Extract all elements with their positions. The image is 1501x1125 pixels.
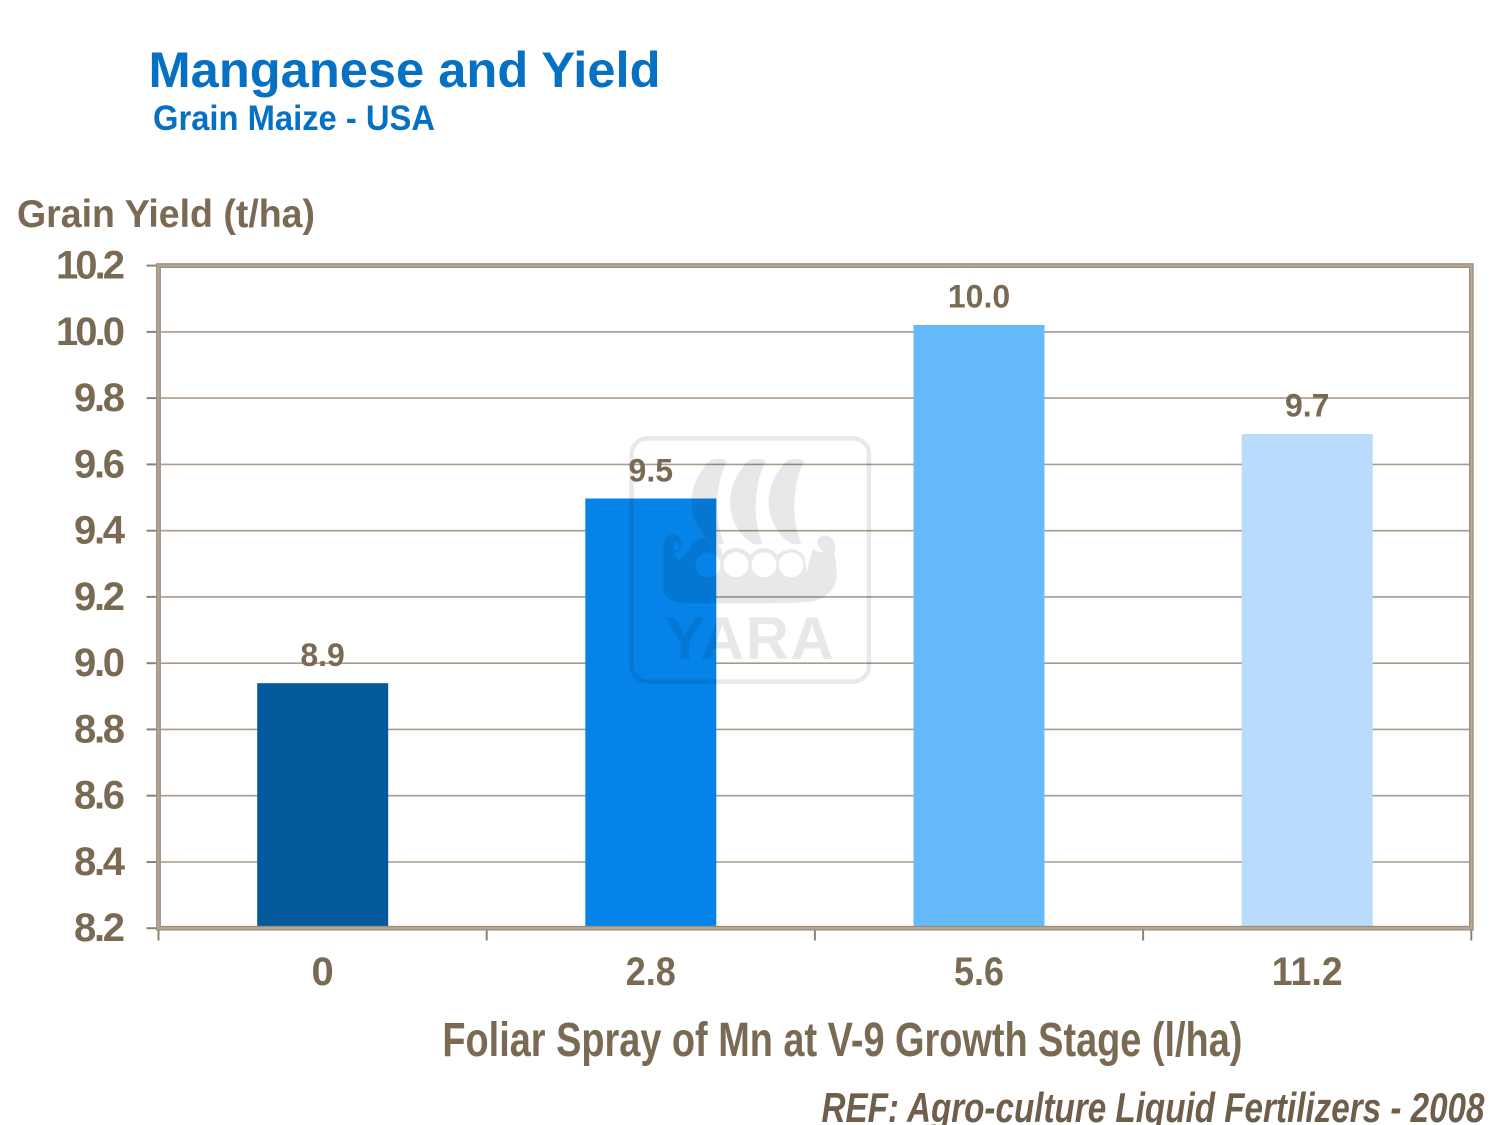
svg-text:9.7: 9.7 <box>1285 388 1329 424</box>
svg-text:10.2: 10.2 <box>56 244 125 288</box>
svg-text:9.5: 9.5 <box>629 453 673 489</box>
svg-text:YARA: YARA <box>665 605 836 672</box>
svg-text:8.2: 8.2 <box>74 906 125 950</box>
svg-text:9.0: 9.0 <box>74 641 125 685</box>
svg-text:REF: Agro-culture Liquid Ferti: REF: Agro-culture Liquid Fertilizers - 2… <box>822 1084 1485 1125</box>
svg-text:0: 0 <box>311 950 333 994</box>
svg-text:8.4: 8.4 <box>74 840 126 884</box>
svg-text:9.2: 9.2 <box>74 575 125 619</box>
svg-text:9.8: 9.8 <box>74 376 125 420</box>
svg-text:Manganese and Yield: Manganese and Yield <box>149 42 661 98</box>
svg-text:5.6: 5.6 <box>954 950 1004 994</box>
svg-text:10.0: 10.0 <box>56 310 125 354</box>
svg-text:Grain Maize - USA: Grain Maize - USA <box>153 99 435 138</box>
svg-text:11.2: 11.2 <box>1272 950 1343 994</box>
svg-text:Foliar Spray of Mn at V-9 Grow: Foliar Spray of Mn at V-9 Growth Stage (… <box>442 1014 1242 1067</box>
svg-text:8.8: 8.8 <box>74 707 125 751</box>
svg-text:10.0: 10.0 <box>948 279 1010 315</box>
svg-text:2.8: 2.8 <box>626 950 676 994</box>
svg-text:8.6: 8.6 <box>74 774 125 818</box>
svg-text:Grain Yield (t/ha): Grain Yield (t/ha) <box>17 193 315 236</box>
svg-text:9.6: 9.6 <box>74 442 125 486</box>
svg-text:8.9: 8.9 <box>300 637 344 673</box>
svg-text:9.4: 9.4 <box>74 509 126 553</box>
